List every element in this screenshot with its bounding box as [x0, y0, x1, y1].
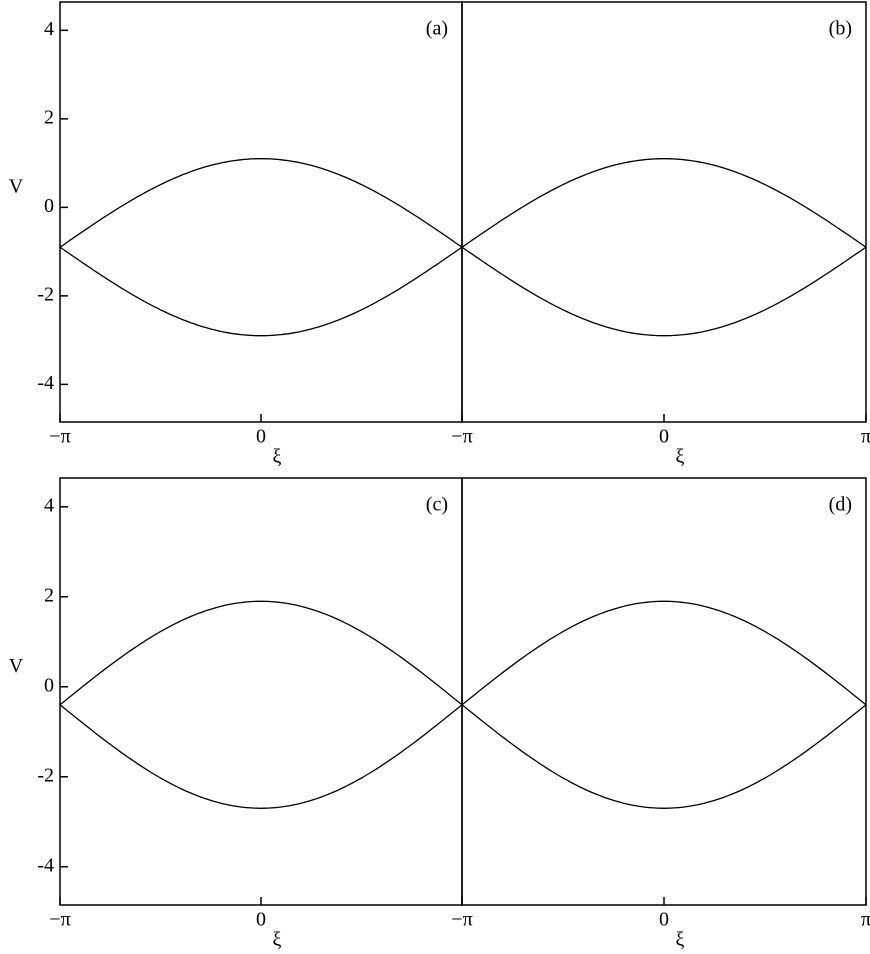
- separatrix: [60, 705, 462, 809]
- x-tick-label: −π: [49, 426, 70, 448]
- y-tick-label: -2: [37, 764, 54, 786]
- y-tick-label: -4: [37, 372, 54, 394]
- x-axis-label: ξ: [273, 446, 282, 468]
- separatrix: [462, 601, 866, 705]
- separatrix: [462, 159, 866, 248]
- x-tick-label: 0: [659, 426, 669, 448]
- x-axis-label: ξ: [676, 446, 685, 468]
- y-tick-label: 0: [44, 195, 54, 217]
- y-tick-label: 4: [44, 494, 54, 516]
- y-tick-label: 4: [44, 18, 54, 40]
- x-tick-label: 0: [256, 909, 266, 931]
- x-tick-label: −π: [451, 426, 472, 448]
- x-tick-label: 0: [256, 426, 266, 448]
- panel-frame: [462, 2, 866, 422]
- x-tick-label: π: [861, 909, 870, 931]
- panel-label: (c): [426, 494, 448, 516]
- panel-frame: [60, 478, 462, 905]
- y-tick-label: 2: [44, 584, 54, 606]
- separatrix: [60, 159, 462, 248]
- panel-frame: [462, 478, 866, 905]
- separatrix: [462, 705, 866, 809]
- y-axis-label: V: [9, 176, 24, 198]
- x-tick-label: −π: [49, 909, 70, 931]
- x-tick-label: 0: [659, 909, 669, 931]
- panel-label: (d): [829, 494, 852, 516]
- y-tick-label: 2: [44, 106, 54, 128]
- x-tick-label: π: [861, 426, 870, 448]
- x-axis-label: ξ: [273, 929, 282, 951]
- panel-label: (b): [829, 18, 852, 40]
- y-tick-label: -4: [37, 854, 54, 876]
- separatrix: [60, 247, 462, 336]
- panel-frame: [60, 2, 462, 422]
- y-tick-label: 0: [44, 674, 54, 696]
- x-tick-label: −π: [451, 909, 472, 931]
- y-tick-label: -2: [37, 283, 54, 305]
- x-axis-label: ξ: [676, 929, 685, 951]
- y-axis-label: V: [9, 655, 24, 677]
- panel-label: (a): [426, 18, 448, 40]
- separatrix: [60, 601, 462, 705]
- separatrix: [462, 247, 866, 336]
- figure: −π 0 -4 -2 0 2 4 (a) Vξ −π 0 π (b) ξ −π 0 -4 -2 0 2 4 (c) Vξ −π…: [0, 0, 870, 954]
